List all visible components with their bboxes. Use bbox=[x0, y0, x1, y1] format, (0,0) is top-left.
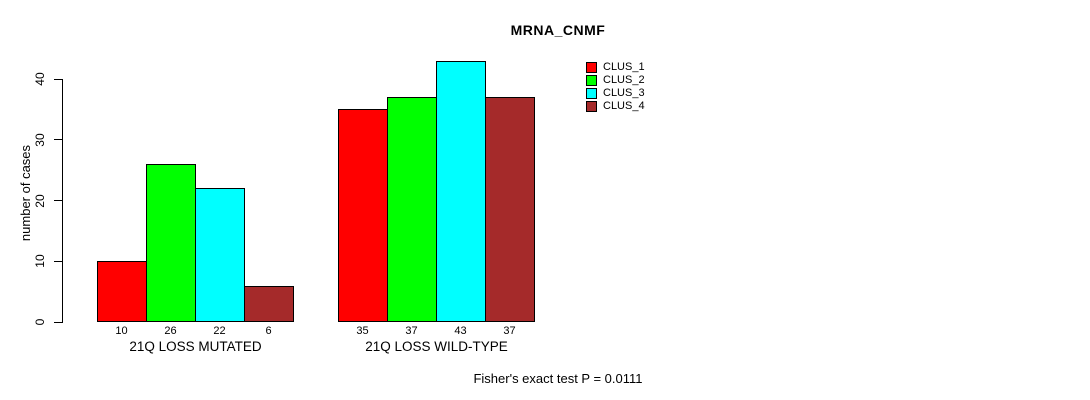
bar-clus_1-group1 bbox=[97, 261, 147, 322]
bar-clus_3-group1 bbox=[195, 188, 245, 322]
bar-value-label: 22 bbox=[213, 325, 226, 337]
bar-clus_2-group1 bbox=[146, 164, 196, 322]
bar-value-label: 26 bbox=[164, 325, 177, 337]
bar-value-label: 37 bbox=[405, 325, 418, 337]
y-tick-label: 0 bbox=[33, 318, 47, 326]
legend-swatch-clus_1 bbox=[586, 62, 597, 73]
legend-row: CLUS_1 bbox=[586, 61, 645, 74]
y-tick-label: 20 bbox=[33, 193, 47, 208]
legend-swatch-clus_2 bbox=[586, 75, 597, 86]
legend-label: CLUS_3 bbox=[603, 87, 645, 99]
y-tick-mark bbox=[54, 78, 62, 80]
x-axis-group-label: 21Q LOSS MUTATED bbox=[129, 339, 262, 354]
annotation-text: Fisher's exact test P = 0.0111 bbox=[473, 371, 643, 386]
chart-title: MRNA_CNMF bbox=[510, 22, 606, 38]
y-tick-mark bbox=[54, 200, 62, 201]
legend-label: CLUS_1 bbox=[603, 61, 645, 73]
legend-label: CLUS_4 bbox=[603, 100, 645, 112]
bar-value-label: 10 bbox=[115, 325, 128, 337]
bar-value-label: 35 bbox=[356, 325, 369, 337]
y-axis-line bbox=[62, 79, 63, 323]
bar-clus_4-group2 bbox=[485, 97, 535, 322]
legend-row: CLUS_4 bbox=[586, 100, 645, 113]
bar-clus_3-group2 bbox=[436, 61, 486, 322]
y-tick-label: 40 bbox=[33, 72, 47, 86]
bar-clus_2-group2 bbox=[387, 97, 437, 322]
legend-swatch-clus_3 bbox=[586, 88, 597, 99]
x-axis-group-label: 21Q LOSS WILD-TYPE bbox=[365, 339, 508, 354]
bar-value-label: 37 bbox=[503, 325, 516, 337]
bar-clus_4-group1 bbox=[244, 286, 294, 322]
y-tick-label: 10 bbox=[33, 254, 47, 268]
bar-value-label: 6 bbox=[265, 325, 272, 337]
legend-row: CLUS_2 bbox=[586, 74, 645, 87]
bar-value-label: 43 bbox=[454, 325, 467, 337]
legend-row: CLUS_3 bbox=[586, 87, 645, 100]
y-tick-mark bbox=[54, 139, 62, 141]
y-tick-mark bbox=[54, 260, 62, 262]
y-axis-label: number of cases bbox=[18, 144, 33, 242]
y-tick-mark bbox=[54, 321, 62, 323]
bar-clus_1-group2 bbox=[338, 109, 388, 322]
y-tick-label: 30 bbox=[33, 133, 47, 147]
legend-swatch-clus_4 bbox=[586, 101, 597, 112]
legend-label: CLUS_2 bbox=[603, 74, 645, 86]
legend: CLUS_1 CLUS_2 CLUS_3 CLUS_4 bbox=[586, 61, 645, 113]
